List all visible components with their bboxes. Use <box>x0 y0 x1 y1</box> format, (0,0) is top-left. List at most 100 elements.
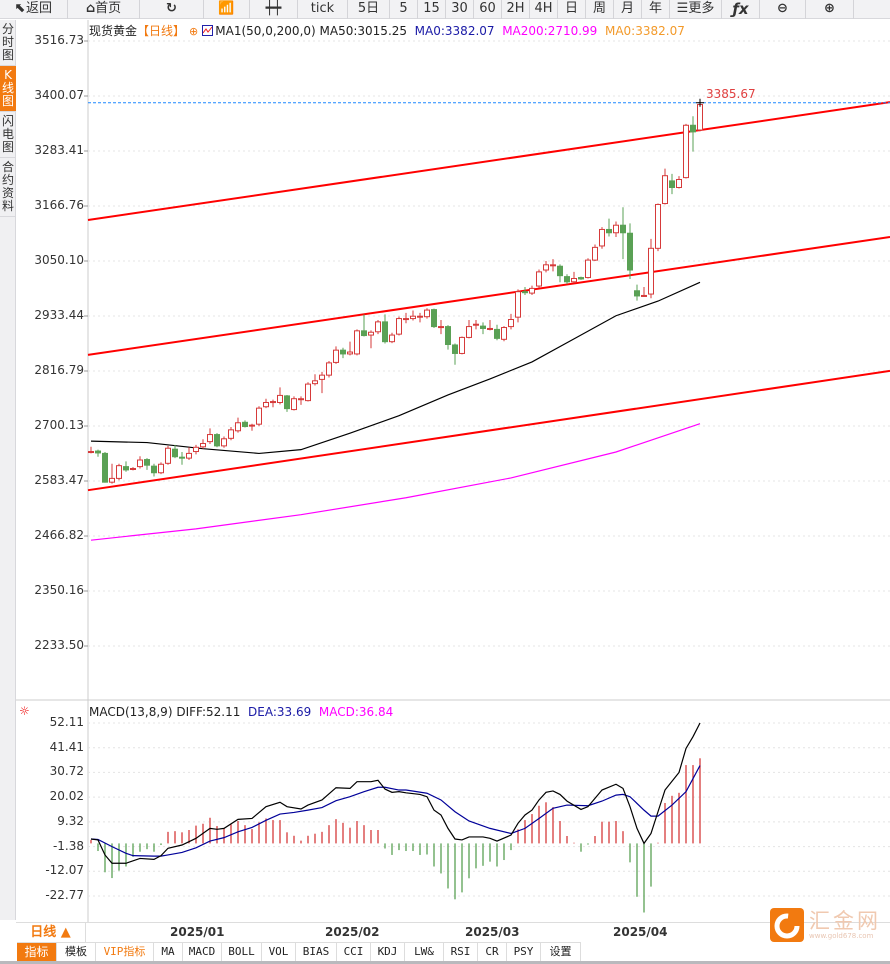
toolbar-button-fx[interactable]: ƒx <box>722 0 760 19</box>
toolbar-button-label: 60 <box>479 1 496 16</box>
toolbar-button-4H[interactable]: 4H <box>530 0 558 19</box>
tab-vip指标[interactable]: VIP指标 <box>96 943 154 962</box>
candle-body <box>459 336 465 354</box>
price-axis-label: 2583.47 <box>34 473 84 487</box>
candle-body <box>466 326 472 338</box>
candle-body <box>298 398 304 401</box>
tab-vol[interactable]: VOL <box>262 943 296 962</box>
candle-body <box>522 291 528 294</box>
tab-bias[interactable]: BIAS <box>296 943 337 962</box>
period-select-button[interactable]: 日线 ▲ <box>16 923 86 943</box>
macd-axis-label: -22.77 <box>45 888 84 902</box>
toolbar-button-月[interactable]: 月 <box>614 0 642 19</box>
indicator-chart-icon: 📶 <box>218 1 235 16</box>
diff-line <box>90 722 701 864</box>
candle-body <box>599 228 605 247</box>
fx-icon: ƒx <box>732 0 749 18</box>
date-axis: 日线 ▲ 2025/01 2025/02 2025/03 2025/04 <box>16 922 890 943</box>
price-axis-label: 2466.82 <box>34 528 84 542</box>
toolbar-button-zoom-out[interactable]: ⊖ <box>760 0 806 19</box>
candle-body <box>256 407 262 425</box>
tab-lw&[interactable]: LW& <box>405 943 444 962</box>
toolbar-button-日[interactable]: 日 <box>558 0 586 19</box>
toolbar-button-返回[interactable]: ⬉返回 <box>0 0 68 19</box>
symbol-name: 现货黄金 <box>89 24 138 38</box>
toolbar-button-tick[interactable]: tick <box>298 0 348 19</box>
candle-body <box>613 224 619 234</box>
candle-body <box>179 456 185 459</box>
candle-body <box>228 429 234 439</box>
ma-indicator-icon[interactable] <box>202 25 214 36</box>
tab-ma[interactable]: MA <box>154 943 183 962</box>
refresh-icon: ↻ <box>166 1 177 16</box>
toolbar-button-5[interactable]: 5 <box>390 0 418 19</box>
toolbar-button-candlestick[interactable]: ┿┿ <box>250 0 298 19</box>
zoom-out-icon: ⊖ <box>777 1 788 16</box>
side-tab-0[interactable]: 分时图 <box>0 20 16 66</box>
side-tab-1[interactable]: K线图 <box>0 66 16 112</box>
candle-body <box>529 287 535 294</box>
ma200-value: MA200:2710.99 <box>502 24 598 38</box>
chart-canvas[interactable]: 3385.67 <box>0 0 890 925</box>
dea-line <box>90 765 701 857</box>
logo: 汇金网 www.gold678.com <box>770 908 881 942</box>
period-label: 【日线】 <box>137 24 186 38</box>
toolbar-button-label: 5日 <box>357 1 380 16</box>
side-tab-2[interactable]: 闪电图 <box>0 112 16 158</box>
tab-模板[interactable]: 模板 <box>57 943 96 962</box>
candle-body <box>641 294 647 297</box>
candle-body <box>186 452 192 459</box>
toolbar-button-60[interactable]: 60 <box>474 0 502 19</box>
toolbar-button-label: 4H <box>534 1 553 16</box>
macd-settings-icon[interactable]: ☼ <box>19 704 30 718</box>
candle-body <box>487 327 493 330</box>
candle-body <box>102 452 108 483</box>
toolbar-button-周[interactable]: 周 <box>586 0 614 19</box>
candle-body <box>284 395 290 410</box>
tab-psy[interactable]: PSY <box>507 943 541 962</box>
macd-axis-label: -1.38 <box>52 838 84 853</box>
toolbar-button-15[interactable]: 15 <box>418 0 446 19</box>
candle-body <box>508 319 514 328</box>
toolbar-button-label: tick <box>310 1 335 16</box>
toolbar-button-5日[interactable]: 5日 <box>348 0 390 19</box>
crosshair-icon <box>696 98 704 107</box>
tab-rsi[interactable]: RSI <box>444 943 478 962</box>
candle-body <box>123 466 129 471</box>
candle-body <box>417 315 423 318</box>
tab-kdj[interactable]: KDJ <box>371 943 405 962</box>
candle-body <box>172 448 178 458</box>
candle-body <box>627 232 633 271</box>
macd-name: MACD(13,8,9) <box>89 705 173 719</box>
candle-body <box>396 318 402 335</box>
candle-body <box>571 277 577 283</box>
tab-设置[interactable]: 设置 <box>541 943 581 962</box>
candle-body <box>480 325 486 329</box>
candle-body <box>95 450 101 454</box>
toolbar-button-年[interactable]: 年 <box>642 0 670 19</box>
candle-body <box>88 451 94 454</box>
price-legend: 现货黄金【日线】 ⊕ MA1(50,0,200,0) MA50:3015.25 MA… <box>89 22 685 39</box>
tab-cci[interactable]: CCI <box>337 943 371 962</box>
ma50-value: MA50:3015.25 <box>319 24 408 38</box>
tab-指标[interactable]: 指标 <box>17 943 57 962</box>
candle-body <box>452 344 458 354</box>
side-tab-3[interactable]: 合约资料 <box>0 158 16 217</box>
toolbar-button-refresh[interactable]: ↻ <box>140 0 204 19</box>
toolbar-button-30[interactable]: 30 <box>446 0 474 19</box>
candle-body <box>151 465 157 474</box>
toolbar-button-更多[interactable]: ☰更多 <box>670 0 722 19</box>
tab-macd[interactable]: MACD <box>183 943 222 962</box>
candle-body <box>263 401 269 408</box>
toolbar-button-indicator-chart[interactable]: 📶 <box>204 0 250 19</box>
settings-circle-icon[interactable]: ⊕ <box>189 25 199 38</box>
candle-body <box>207 434 213 443</box>
candle-body <box>515 291 521 318</box>
toolbar-button-首页[interactable]: ⌂首页 <box>68 0 140 19</box>
candle-body <box>375 321 381 333</box>
toolbar-button-zoom-in[interactable]: ⊕ <box>806 0 854 19</box>
tab-cr[interactable]: CR <box>478 943 507 962</box>
candle-body <box>361 330 367 337</box>
tab-boll[interactable]: BOLL <box>222 943 262 962</box>
toolbar-button-2H[interactable]: 2H <box>502 0 530 19</box>
